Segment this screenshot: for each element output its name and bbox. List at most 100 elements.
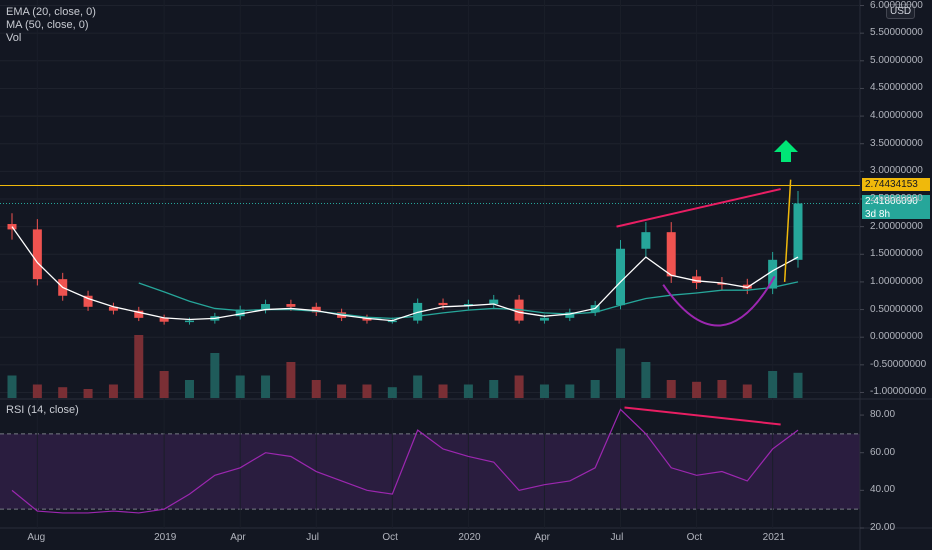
- price-tick-label: 3.50000000: [870, 137, 923, 149]
- candle-body: [387, 320, 397, 323]
- volume-bar: [616, 348, 626, 398]
- price-tick-label: 4.50000000: [870, 82, 923, 94]
- volume-bar: [539, 384, 549, 398]
- volume-bar: [159, 371, 169, 398]
- rsi-band-fill: [0, 433, 860, 510]
- currency-badge[interactable]: USD: [886, 4, 916, 19]
- cup-arc: [662, 275, 776, 327]
- countdown-label: 3d 8h: [865, 209, 891, 220]
- ema-legend[interactable]: EMA (20, close, 0): [6, 6, 96, 18]
- time-tick-label: 2019: [154, 532, 177, 543]
- volume-bar: [438, 384, 448, 398]
- last-price-label: 2.41806090: [865, 196, 918, 207]
- volume-bar: [793, 372, 803, 398]
- volume-bar: [387, 387, 397, 398]
- candle-body: [235, 309, 245, 317]
- price-tick-label: -0.50000000: [870, 358, 927, 370]
- rsi-tick-label: 80.00: [870, 409, 896, 421]
- candle-body: [641, 232, 651, 249]
- resistance-trendline: [616, 188, 781, 228]
- rsi-tick-label: 20.00: [870, 522, 896, 533]
- candle-body: [108, 306, 118, 311]
- candle-body: [692, 276, 702, 284]
- volume-bar: [742, 384, 752, 398]
- price-tick-label: 2.00000000: [870, 220, 923, 232]
- candle-body: [717, 283, 727, 285]
- candle-body: [32, 229, 42, 280]
- candle-body: [261, 304, 271, 310]
- candle-body: [742, 284, 752, 289]
- volume-bar: [7, 375, 17, 398]
- volume-bar: [32, 384, 42, 398]
- candle-body: [83, 295, 93, 307]
- volume-bar: [261, 375, 271, 398]
- candle-body: [159, 317, 169, 322]
- candle-body: [565, 312, 575, 318]
- volume-legend[interactable]: Vol: [6, 32, 22, 44]
- candle-body: [184, 320, 194, 323]
- candle-body: [489, 299, 499, 305]
- volume-bar: [413, 375, 423, 398]
- price-tick-label: -1.00000000: [870, 386, 927, 398]
- time-tick-label: Oct: [382, 532, 398, 543]
- volume-bar: [210, 353, 220, 398]
- level-price-label: 2.74434153: [865, 179, 918, 190]
- ma50-line: [138, 281, 799, 320]
- volume-bar: [235, 375, 245, 398]
- up-arrow-icon: [774, 140, 798, 163]
- candle-body: [539, 317, 549, 321]
- volume-bar: [565, 384, 575, 398]
- volume-bar: [666, 380, 676, 398]
- volume-bar: [83, 389, 93, 398]
- time-tick-label: Apr: [230, 532, 246, 543]
- volume-bar: [134, 335, 144, 398]
- volume-bar: [337, 384, 347, 398]
- candle-body: [134, 310, 144, 318]
- candle-body: [463, 304, 473, 306]
- time-tick-label: 2020: [458, 532, 481, 543]
- volume-bar: [489, 380, 499, 398]
- candle-body: [666, 232, 676, 277]
- volume-bar: [184, 380, 194, 398]
- candle-body: [311, 306, 321, 313]
- volume-bar: [641, 362, 651, 398]
- volume-bar: [514, 375, 524, 398]
- time-tick-label: Apr: [534, 532, 550, 543]
- last-price-tag: 2.41806090 3d 8h: [862, 195, 930, 220]
- volume-bar: [590, 380, 600, 398]
- rsi-line: [11, 408, 799, 514]
- price-tick-label: 4.00000000: [870, 110, 923, 122]
- volume-bar: [463, 384, 473, 398]
- candle-body: [286, 304, 296, 307]
- time-tick-label: Jul: [306, 532, 320, 543]
- time-tick-label: Oct: [686, 532, 703, 543]
- rsi-pane-legend: RSI (14, close): [6, 404, 79, 417]
- ma-legend[interactable]: MA (50, close, 0): [6, 19, 89, 31]
- candle-body: [438, 302, 448, 306]
- level-price-tag: 2.74434153: [862, 178, 930, 191]
- volume-bar: [108, 384, 118, 398]
- ema20-line: [11, 226, 799, 322]
- candle-body: [362, 317, 372, 321]
- price-tick-label: 0.50000000: [870, 303, 923, 315]
- price-tick-label: 1.00000000: [870, 275, 923, 287]
- volume-bar: [286, 362, 296, 398]
- rsi-legend[interactable]: RSI (14, close): [6, 404, 79, 416]
- time-tick-label: Jul: [610, 532, 624, 543]
- volume-bar: [717, 380, 727, 398]
- time-tick-label: 2021: [762, 532, 785, 543]
- time-tick-label: Aug: [27, 532, 46, 543]
- price-pane-legend: EMA (20, close, 0) MA (50, close, 0) Vol: [6, 6, 96, 45]
- rsi-divergence-line: [624, 406, 781, 426]
- handle-line: [783, 179, 792, 282]
- volume-bar: [58, 387, 68, 398]
- candle-body: [768, 259, 778, 289]
- price-tick-label: 2.50000000: [870, 193, 923, 204]
- volume-bar: [311, 380, 321, 398]
- rsi-tick-label: 40.00: [870, 484, 896, 496]
- price-tick-label: 5.00000000: [870, 54, 923, 66]
- candle-body: [616, 248, 626, 306]
- candle-body: [793, 203, 803, 260]
